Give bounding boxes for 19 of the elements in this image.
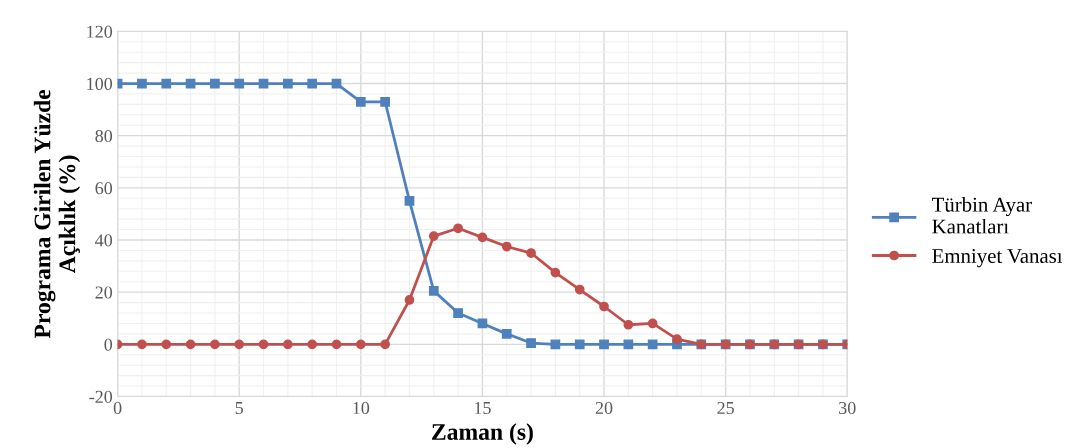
x-tick-label: 25 bbox=[717, 401, 734, 415]
x-tick-label: 15 bbox=[474, 401, 491, 415]
x-tick-label: 20 bbox=[595, 401, 613, 415]
x-tick-label: 10 bbox=[353, 401, 370, 415]
y-axis-title: Programa Girilen Yüzde Açıklık (%) bbox=[33, 89, 81, 339]
x-tick-label: 30 bbox=[839, 401, 856, 415]
y-tick-label: 60 bbox=[95, 182, 113, 195]
y-tick-label: 0 bbox=[104, 338, 113, 351]
y-tick-label: 120 bbox=[87, 25, 113, 38]
y-tick-label: -20 bbox=[89, 390, 113, 403]
legend-label: Emniyet Vanası bbox=[932, 249, 1063, 268]
y-tick-label: 80 bbox=[95, 129, 113, 143]
x-axis-title: Zaman (s) bbox=[432, 423, 533, 445]
x-tick-label: 0 bbox=[113, 401, 122, 415]
y-tick-label: 40 bbox=[95, 234, 113, 247]
legend-label: Türbin Ayar Kanatları bbox=[932, 197, 1032, 234]
y-tick-label: 20 bbox=[95, 286, 113, 299]
y-tick-label: 100 bbox=[87, 77, 113, 90]
x-tick-label: 5 bbox=[235, 402, 244, 415]
